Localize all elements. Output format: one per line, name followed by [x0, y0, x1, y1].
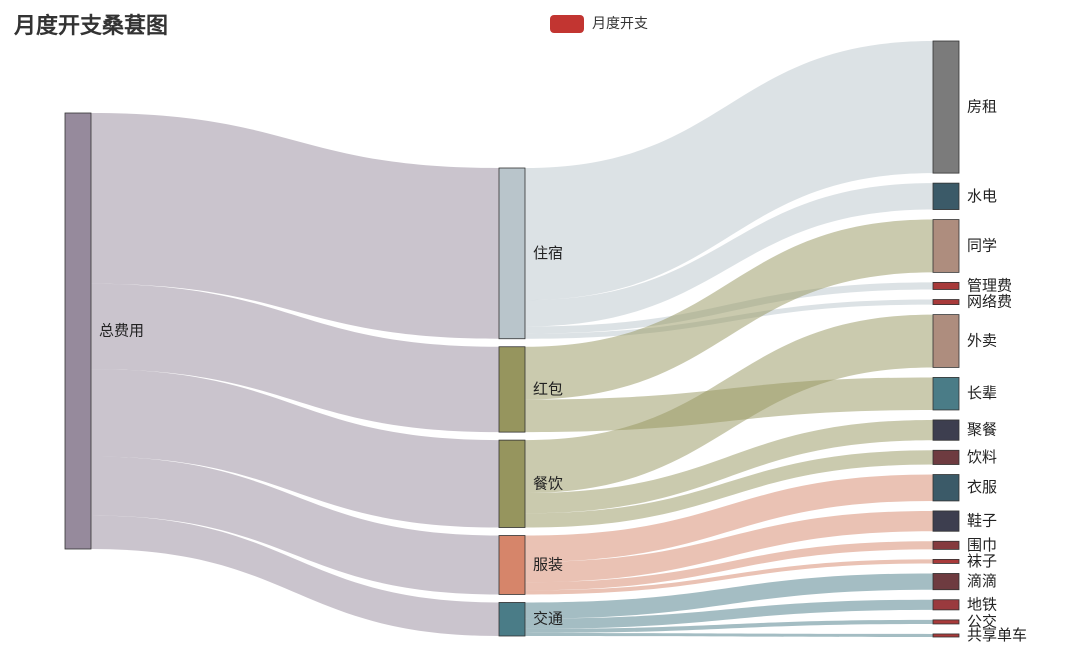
link — [91, 113, 499, 339]
chart-title: 月度开支桑葚图 — [13, 13, 168, 39]
node-label: 饮料 — [967, 448, 997, 466]
node-label: 水电 — [967, 187, 997, 205]
node — [932, 299, 960, 305]
node-label: 袜子 — [967, 552, 997, 570]
node — [932, 573, 960, 591]
node-label: 服装 — [533, 555, 563, 573]
node — [932, 599, 960, 611]
node-label: 交通 — [533, 610, 563, 628]
node — [932, 633, 960, 638]
node-label: 长辈 — [967, 384, 997, 402]
node-label: 衣服 — [967, 478, 997, 496]
node-label: 房租 — [967, 98, 997, 116]
link — [525, 619, 933, 633]
link — [525, 419, 933, 514]
node — [932, 449, 960, 465]
node-label: 围巾 — [967, 536, 997, 554]
link — [525, 632, 933, 637]
node — [932, 281, 960, 290]
link — [525, 314, 933, 493]
link — [525, 541, 933, 591]
node-label: 网络费 — [967, 293, 1012, 311]
node-label: 共享单车 — [967, 626, 1027, 644]
node-label: 滴滴 — [967, 572, 997, 590]
links — [91, 41, 933, 637]
node-label: 餐饮 — [533, 474, 563, 492]
node — [932, 377, 960, 411]
node — [932, 40, 960, 174]
node — [498, 535, 526, 595]
node — [932, 474, 960, 502]
link — [91, 283, 499, 433]
node — [932, 314, 960, 368]
link — [525, 559, 933, 595]
node — [932, 540, 960, 550]
node — [932, 219, 960, 273]
node-label: 住宿 — [533, 244, 563, 262]
node — [932, 558, 960, 564]
legend-label[interactable]: 月度开支 — [592, 16, 648, 32]
node-label: 聚餐 — [967, 421, 997, 439]
link — [525, 450, 933, 528]
node-label: 红包 — [533, 380, 563, 398]
legend-swatch[interactable] — [550, 15, 584, 33]
node-label: 总费用 — [99, 322, 144, 340]
link — [525, 510, 933, 583]
link — [525, 183, 933, 327]
link — [91, 456, 499, 595]
node-label: 地铁 — [967, 595, 997, 613]
link — [91, 369, 499, 528]
link — [525, 573, 933, 619]
node — [498, 346, 526, 433]
node — [498, 439, 526, 528]
node — [932, 182, 960, 210]
node-label: 公交 — [967, 612, 997, 630]
link — [525, 474, 933, 562]
node — [64, 112, 92, 550]
node-label: 鞋子 — [967, 512, 997, 530]
node — [932, 619, 960, 625]
node-label: 外卖 — [967, 332, 997, 350]
node — [498, 602, 526, 637]
link — [91, 515, 499, 636]
node — [932, 419, 960, 441]
node-label: 管理费 — [967, 276, 1012, 294]
node-label: 同学 — [967, 236, 997, 254]
node — [498, 167, 526, 340]
link — [525, 599, 933, 629]
link — [525, 219, 933, 400]
link — [525, 41, 933, 301]
node — [932, 510, 960, 532]
